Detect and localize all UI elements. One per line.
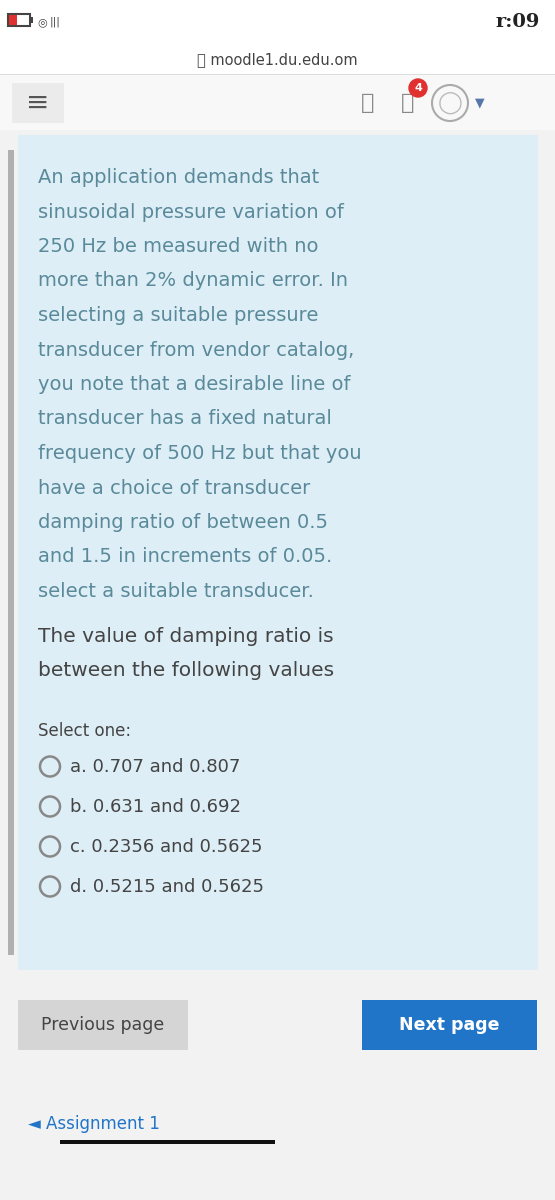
- Text: you note that a desirable line of: you note that a desirable line of: [38, 374, 351, 394]
- Text: b. 0.631 and 0.692: b. 0.631 and 0.692: [70, 798, 241, 816]
- Bar: [0, 0, 555, 44]
- Text: damping ratio of between 0.5: damping ratio of between 0.5: [38, 514, 328, 532]
- Text: select a suitable transducer.: select a suitable transducer.: [38, 582, 314, 601]
- Bar: [8, 14, 30, 26]
- Text: selecting a suitable pressure: selecting a suitable pressure: [38, 306, 319, 325]
- Bar: [60, 1140, 275, 1144]
- Bar: [12, 83, 64, 122]
- Text: have a choice of transducer: have a choice of transducer: [38, 479, 310, 498]
- Text: Select one:: Select one:: [38, 722, 131, 740]
- Text: ▼: ▼: [475, 96, 485, 109]
- Text: |||: |||: [49, 17, 60, 28]
- Text: more than 2% dynamic error. In: more than 2% dynamic error. In: [38, 271, 348, 290]
- Bar: [9, 14, 17, 25]
- Text: Previous page: Previous page: [42, 1016, 165, 1034]
- Bar: [0, 44, 555, 74]
- Text: ◄ Assignment 1: ◄ Assignment 1: [28, 1115, 160, 1133]
- Text: 🗨: 🗨: [401, 92, 415, 113]
- Text: 4: 4: [414, 83, 422, 92]
- Text: between the following values: between the following values: [38, 660, 334, 679]
- Text: frequency of 500 Hz but that you: frequency of 500 Hz but that you: [38, 444, 362, 463]
- Bar: [18, 134, 538, 970]
- Text: 🔒 moodle1.du.edu.om: 🔒 moodle1.du.edu.om: [196, 53, 357, 67]
- Bar: [30, 17, 33, 23]
- Text: ◎: ◎: [37, 17, 47, 26]
- Text: Next page: Next page: [399, 1016, 500, 1034]
- Text: 🔔: 🔔: [361, 92, 375, 113]
- Text: transducer from vendor catalog,: transducer from vendor catalog,: [38, 341, 354, 360]
- Bar: [8, 150, 14, 955]
- Text: and 1.5 in increments of 0.05.: and 1.5 in increments of 0.05.: [38, 547, 332, 566]
- Bar: [0, 74, 555, 130]
- Text: r:09: r:09: [496, 13, 540, 31]
- Text: ≡: ≡: [27, 89, 49, 116]
- Text: An application demands that: An application demands that: [38, 168, 319, 187]
- Text: ◯: ◯: [437, 92, 462, 114]
- Text: The value of damping ratio is: The value of damping ratio is: [38, 626, 334, 646]
- Text: d. 0.5215 and 0.5625: d. 0.5215 and 0.5625: [70, 877, 264, 895]
- Text: c. 0.2356 and 0.5625: c. 0.2356 and 0.5625: [70, 838, 263, 856]
- Text: transducer has a fixed natural: transducer has a fixed natural: [38, 409, 332, 428]
- Text: sinusoidal pressure variation of: sinusoidal pressure variation of: [38, 203, 344, 222]
- Circle shape: [409, 79, 427, 97]
- Bar: [18, 1000, 188, 1050]
- Text: 250 Hz be measured with no: 250 Hz be measured with no: [38, 236, 319, 256]
- Bar: [362, 1000, 537, 1050]
- Text: a. 0.707 and 0.807: a. 0.707 and 0.807: [70, 757, 240, 775]
